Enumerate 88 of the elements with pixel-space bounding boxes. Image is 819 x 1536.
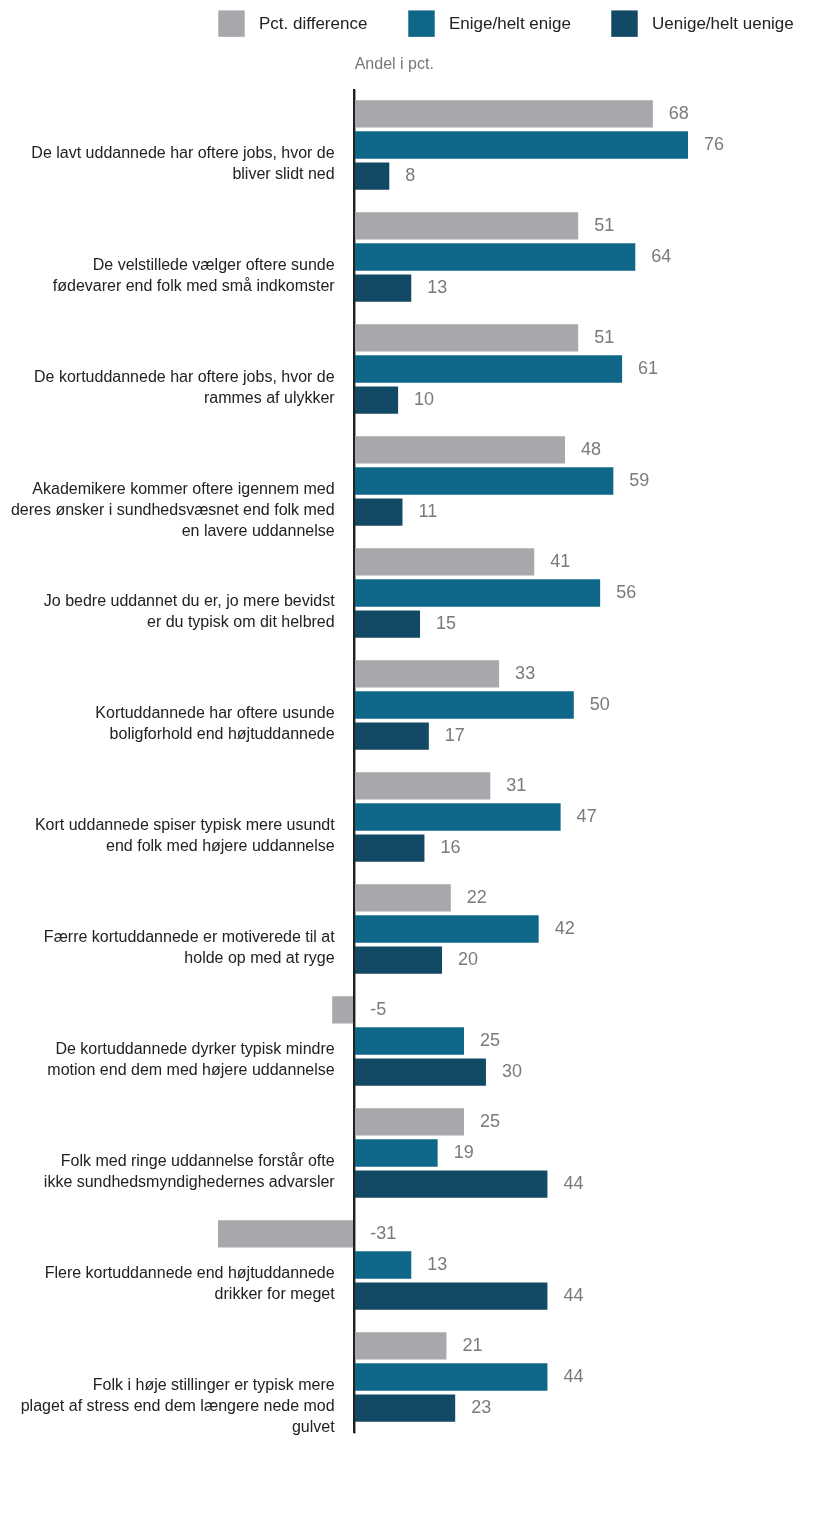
bar [354,610,421,638]
bar [354,212,579,240]
y-tick-label: Akademikere kommer oftere igennem med deres ønsker i sundhedsvæsnet end folk med en lavere uddannelse [10,480,335,539]
bar [354,772,491,800]
data-label: 21 [462,1334,483,1355]
bar [354,915,539,943]
data-label: 44 [563,1285,584,1306]
data-label: 30 [501,1061,522,1082]
y-tick-label: Kortuddannede har oftere usunde boligforhold end højtuddannede [95,704,335,742]
bar [354,386,399,414]
data-label: 13 [427,1254,448,1274]
y-tick-label: Færre kortuddannede er motiverede til at holde op med at ryge [43,928,336,966]
data-label: 44 [563,1366,584,1386]
data-label: -31 [370,1222,397,1243]
bar [354,1332,447,1360]
y-tick-label: De kortuddannede har oftere jobs, hvor de rammes af ulykker [34,368,336,406]
legend-label: Pct. difference [259,13,368,33]
data-label: 44 [563,1173,584,1194]
y-tick-label: Folk i høje stillinger er typisk mere plaget af stress end dem længere nede mod gulvet [20,1376,336,1435]
data-label: 68 [668,102,689,123]
data-label: 33 [515,662,536,683]
data-label: 51 [594,326,615,347]
data-label: 47 [576,806,597,826]
data-label: -5 [370,998,387,1019]
y-tick-label: Folk med ringe uddannelse forstår ofte ikke sundhedsmyndighedernes advarsler [43,1152,336,1190]
bar [354,162,390,190]
data-label: 25 [479,1110,501,1131]
data-label: 8 [405,165,416,186]
bar [354,1170,548,1198]
data-label: 76 [704,134,725,154]
data-label: 17 [444,725,465,746]
data-label: 16 [440,837,461,858]
legend-label: Enige/helt enige [449,13,571,33]
bar [354,1027,464,1055]
bar [218,1220,355,1248]
bar [332,996,355,1024]
data-label: 51 [594,214,615,235]
data-label: 61 [638,358,659,378]
data-label: 41 [550,550,571,571]
bar [354,691,574,719]
x-axis-title: Andel i pct. [354,54,434,72]
data-label: 20 [458,949,479,970]
data-label: 19 [453,1142,474,1162]
bar [354,498,403,526]
data-label: 42 [554,918,575,938]
y-tick-label: De lavt uddannede har oftere jobs, hvor de bliver slidt ned [31,144,335,182]
bar [354,1282,548,1310]
bar [354,946,443,974]
bar [354,436,566,464]
bar [354,274,412,302]
data-label: 31 [506,774,527,795]
data-label: 56 [616,582,637,602]
data-label: 64 [651,246,672,266]
bar [354,355,623,383]
bar [354,803,561,831]
data-label: 15 [436,613,457,634]
bar [354,660,500,688]
bar [354,1058,486,1086]
bar [354,579,601,607]
bar [354,884,451,912]
bar [354,1139,438,1167]
y-tick-label: Jo bedre uddannet du er, jo mere bevidst er du typisk om dit helbred [43,592,336,630]
bar [354,548,535,576]
data-label: 48 [581,438,602,459]
data-label: 22 [466,886,487,907]
y-tick-label: De kortuddannede dyrker typisk mindre motion end dem med højere uddannelse [47,1040,335,1078]
bar [354,467,614,495]
bar [354,243,636,271]
bar [354,1251,412,1279]
bar [354,100,653,128]
data-label: 59 [629,470,650,490]
y-tick-label: Flere kortuddannede end højtuddannede drikker for meget [44,1264,336,1302]
legend-label: Uenige/helt uenige [652,13,794,33]
bar [354,834,425,862]
bar [354,1394,456,1422]
bar [354,1108,464,1136]
data-label: 13 [427,277,448,298]
y-tick-label: Kort uddannede spiser typisk mere usundt end folk med højere uddannelse [34,816,336,854]
y-tick-label: De velstillede vælger oftere sunde fødevarer end folk med små indkomster [52,256,336,294]
bar [354,722,429,750]
data-label: 50 [589,694,610,714]
data-label: 11 [418,501,438,522]
bar [354,1363,548,1391]
bar [354,324,579,352]
data-label: 10 [414,389,435,410]
data-label: 23 [471,1397,492,1418]
data-label: 25 [479,1030,501,1050]
bar [354,131,688,159]
